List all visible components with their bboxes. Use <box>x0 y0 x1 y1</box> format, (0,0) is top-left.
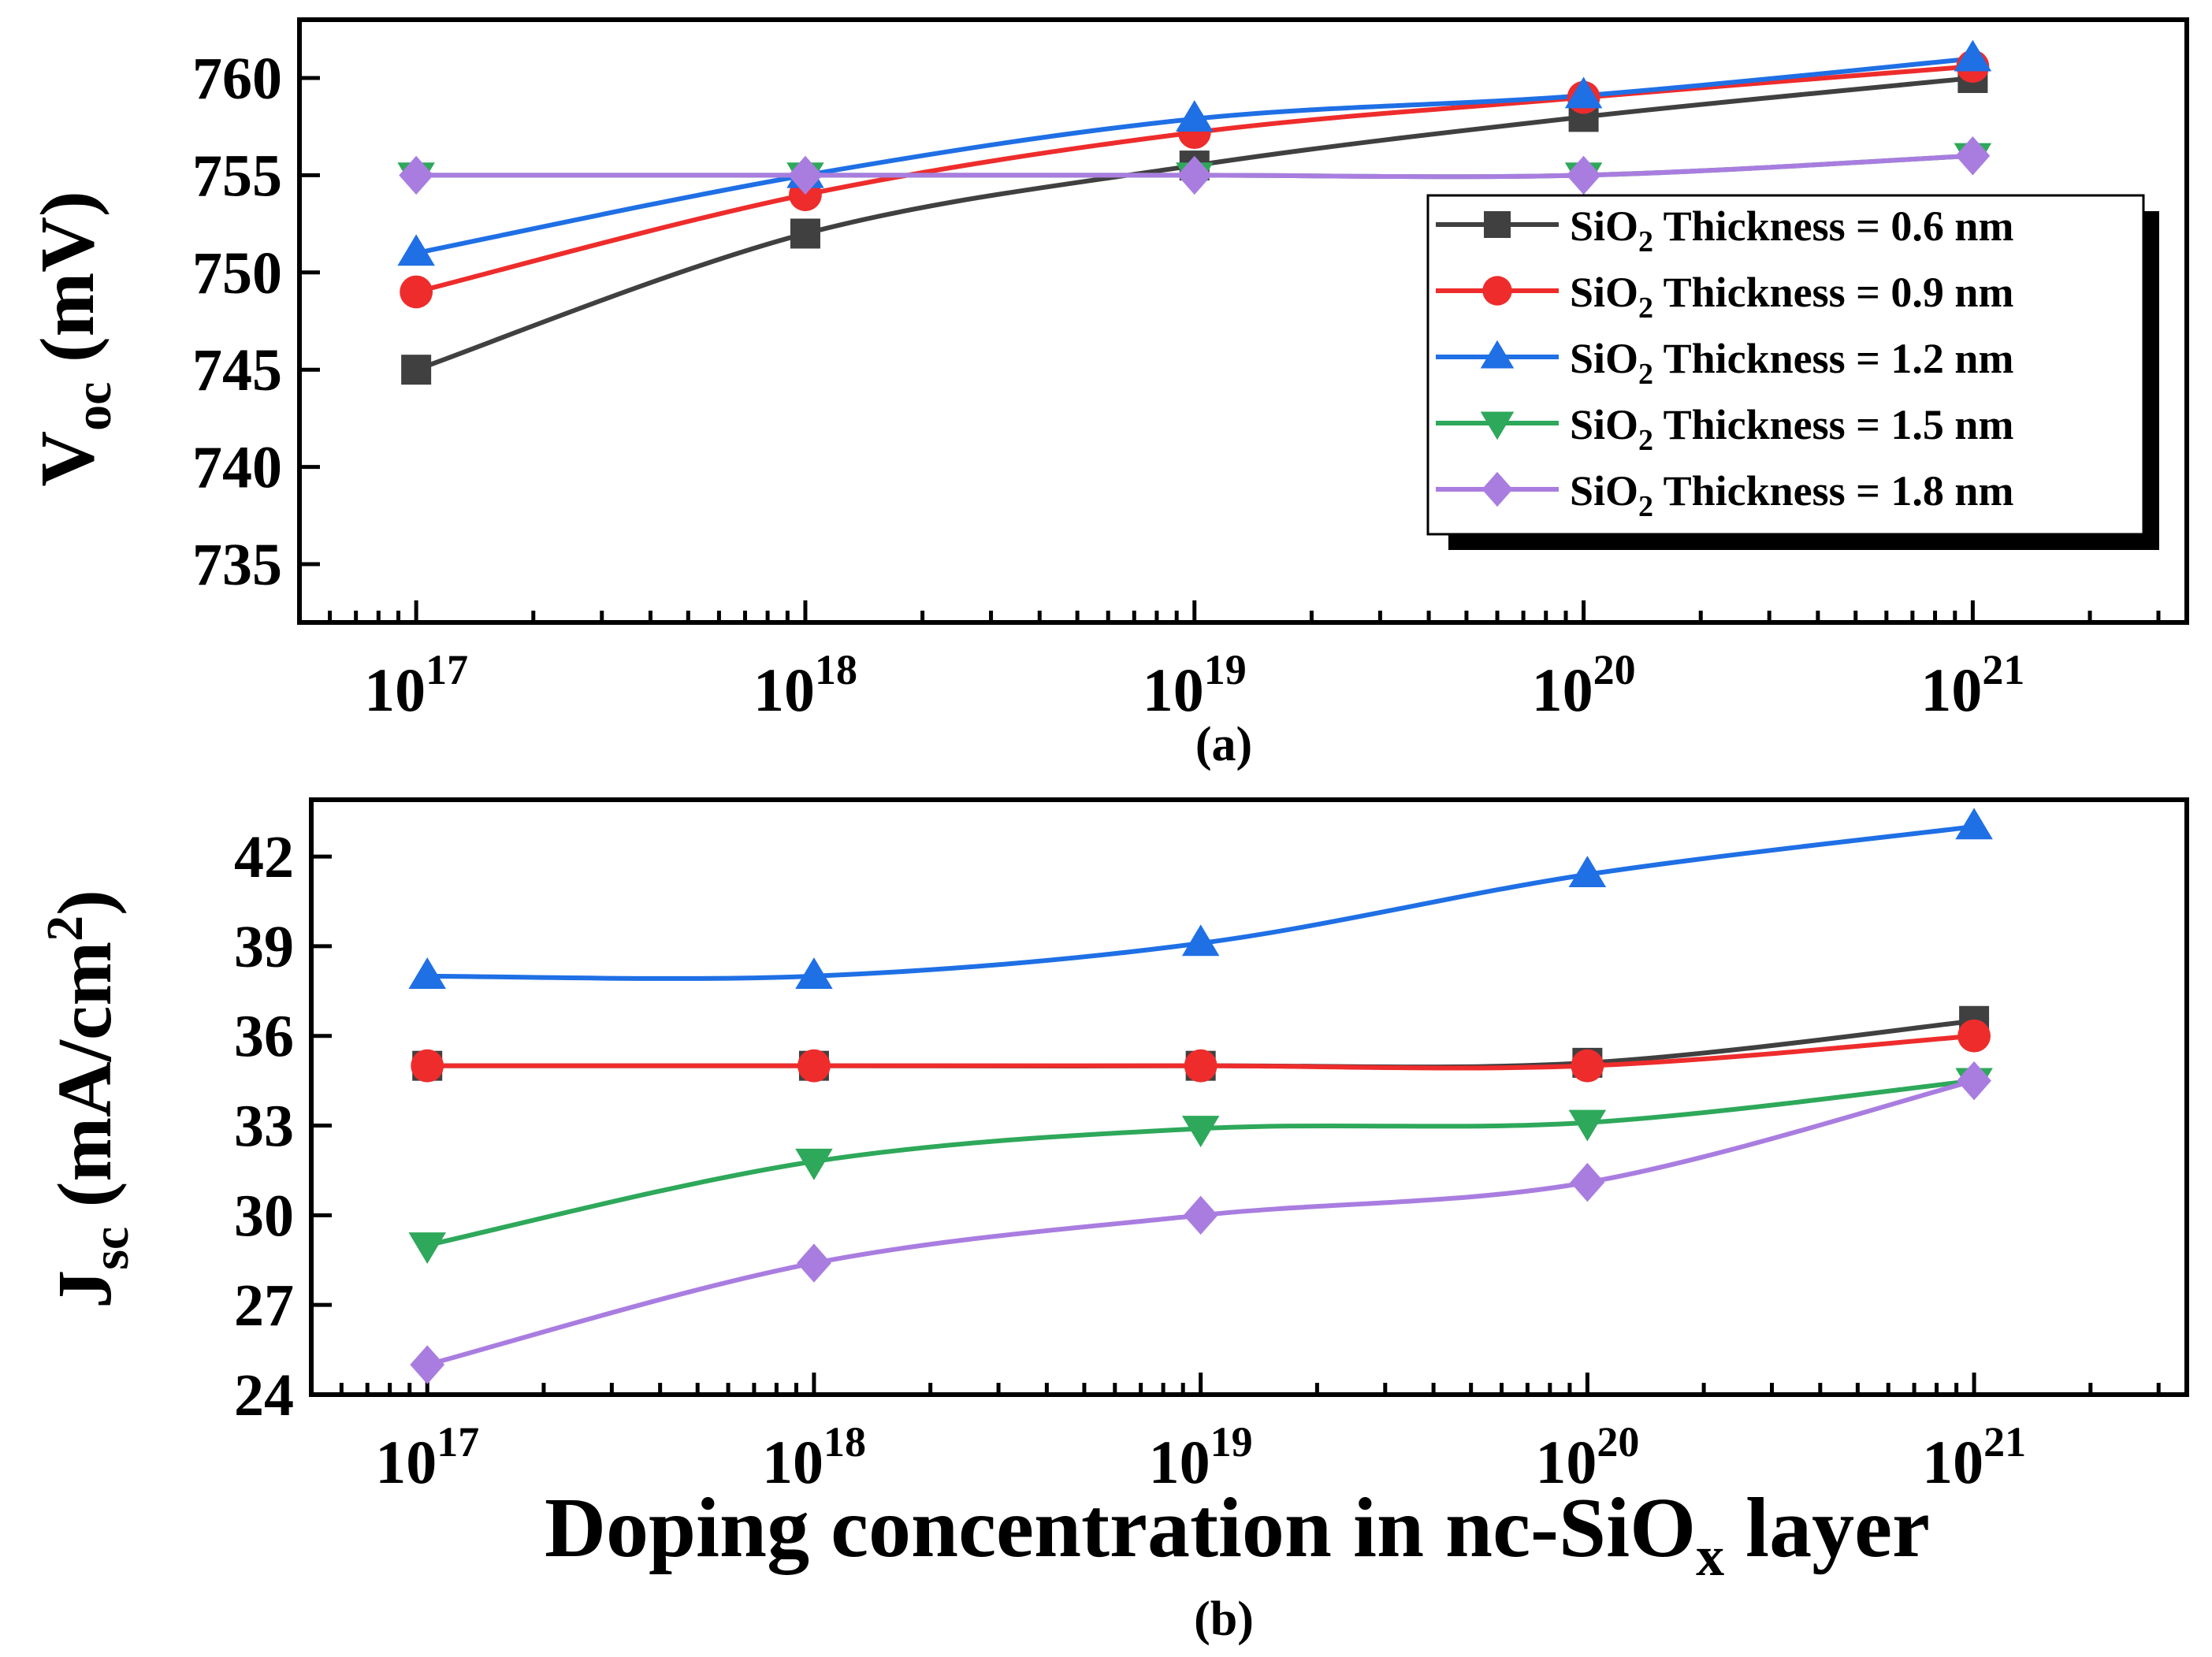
data-point-series-5 <box>399 155 433 195</box>
y-tick-label: 36 <box>234 1004 294 1070</box>
panel-a-series-markers <box>397 39 1992 385</box>
x-tick-label: 1020 <box>1532 646 1636 724</box>
y-tick-label: 745 <box>192 337 282 403</box>
panel-b-y-ticks: 24 27 30 33 36 39 42 <box>234 824 332 1429</box>
legend-label: SiO2 Thickness = 1.5 nm <box>1570 401 2013 457</box>
panel-b-x-ticks: 1017 1018 1019 1020 1021 <box>339 1373 2161 1496</box>
data-point-series-2 <box>400 275 433 309</box>
legend-box <box>1426 194 2145 536</box>
data-point-series-3 <box>795 957 833 989</box>
panel-b-series-markers <box>408 808 1993 1384</box>
y-tick-label: 735 <box>192 532 282 598</box>
data-point-series-4 <box>795 1148 833 1180</box>
panel-a-x-ticks: 1017 1018 1019 1020 1021 <box>328 600 2161 724</box>
data-point-series-3 <box>1954 39 1992 72</box>
y-tick-label: 27 <box>234 1272 294 1339</box>
data-point-series-3 <box>1176 100 1214 132</box>
panel-b-x-axis-label: Doping concentration in nc-SiOx layer <box>545 1481 1930 1588</box>
data-point-series-2 <box>1571 1049 1604 1083</box>
legend-entry: SiO2 Thickness = 1.8 nm <box>1436 467 2013 523</box>
legend-marker <box>1480 411 1515 440</box>
x-tick-label: 1017 <box>375 1418 479 1496</box>
y-tick-label: 760 <box>192 46 282 112</box>
legend-marker <box>1484 211 1511 238</box>
y-tick-label: 740 <box>192 435 282 501</box>
data-point-series-4 <box>1181 1116 1220 1148</box>
y-tick-label: 33 <box>234 1094 294 1160</box>
x-tick-label: 1021 <box>1920 646 2024 724</box>
data-point-series-5 <box>1177 155 1212 195</box>
data-point-series-3 <box>1955 808 1993 840</box>
legend-label: SiO2 Thickness = 1.8 nm <box>1570 467 2013 523</box>
panel-a-legend: SiO2 Thickness = 0.6 nm SiO2 Thickness = … <box>1426 194 2159 550</box>
data-point-series-5 <box>788 155 823 195</box>
data-point-series-2 <box>797 1049 831 1083</box>
panel-a-voc-chart: 1017 1018 1019 1020 1021 735740745750755760 … <box>25 17 2189 771</box>
data-point-series-4 <box>408 1232 446 1265</box>
data-point-series-2 <box>1957 1019 1991 1053</box>
legend-entry: SiO2 Thickness = 0.9 nm <box>1436 269 2013 325</box>
data-point-series-5 <box>1183 1195 1218 1235</box>
y-tick-label: 39 <box>234 914 294 980</box>
legend-label: SiO2 Thickness = 1.2 nm <box>1570 335 2013 391</box>
data-point-series-3 <box>408 957 446 989</box>
legend-entry: SiO2 Thickness = 1.2 nm <box>1436 335 2013 391</box>
panel-a-frame <box>297 17 2189 625</box>
data-point-series-5 <box>797 1243 831 1283</box>
panel-a-label: (a) <box>1195 718 1252 771</box>
panel-b-label: (b) <box>1194 1592 1254 1646</box>
data-point-series-3 <box>1181 924 1220 957</box>
legend-entry: SiO2 Thickness = 1.5 nm <box>1436 401 2013 457</box>
y-tick-label: 30 <box>234 1183 294 1249</box>
data-point-series-3 <box>1568 856 1607 887</box>
legend-marker <box>1482 276 1512 306</box>
data-point-series-4 <box>1568 1109 1607 1142</box>
panel-b-jsc-chart: 1017 1018 1019 1020 1021 24 27 30 33 36 39 42 Jsc … <box>36 797 2189 1646</box>
panel-b-series-lines <box>426 824 1975 1367</box>
panel-b-y-axis-label: Jsc (mA/cm2) <box>36 890 139 1309</box>
panel-b-frame <box>309 797 2189 1397</box>
legend-entry: SiO2 Thickness = 0.6 nm <box>1436 202 2013 258</box>
y-tick-label: 750 <box>192 240 282 307</box>
data-point-series-3 <box>1564 76 1603 109</box>
x-tick-label: 1018 <box>753 646 857 724</box>
data-point-series-1 <box>790 218 820 249</box>
legend-label: SiO2 Thickness = 0.6 nm <box>1570 202 2013 258</box>
legend-marker <box>1480 340 1515 369</box>
x-tick-label: 1019 <box>1149 1418 1253 1496</box>
panel-a-y-axis-label: Voc (mV) <box>25 191 122 486</box>
legend-label: SiO2 Thickness = 0.9 nm <box>1570 269 2013 325</box>
data-point-series-5 <box>410 1345 445 1384</box>
data-point-series-5 <box>1566 155 1601 195</box>
x-tick-label: 1017 <box>364 646 468 724</box>
data-point-series-3 <box>397 234 435 266</box>
y-tick-label: 42 <box>234 824 294 890</box>
legend-marker <box>1481 471 1513 507</box>
x-tick-label: 1021 <box>1922 1418 2026 1496</box>
y-tick-label: 24 <box>234 1362 294 1429</box>
data-point-series-1 <box>401 355 432 385</box>
data-point-series-5 <box>1570 1162 1605 1202</box>
data-point-series-5 <box>1955 136 1991 176</box>
x-tick-label: 1020 <box>1535 1418 1639 1496</box>
data-point-series-5 <box>1957 1061 1991 1101</box>
y-tick-label: 755 <box>192 143 282 209</box>
x-tick-label: 1018 <box>762 1418 866 1496</box>
data-point-series-2 <box>411 1049 444 1083</box>
x-tick-label: 1019 <box>1143 646 1247 724</box>
data-point-series-2 <box>1184 1049 1218 1083</box>
panel-a-y-ticks: 735 740 745 750 755 760 <box>192 46 320 598</box>
